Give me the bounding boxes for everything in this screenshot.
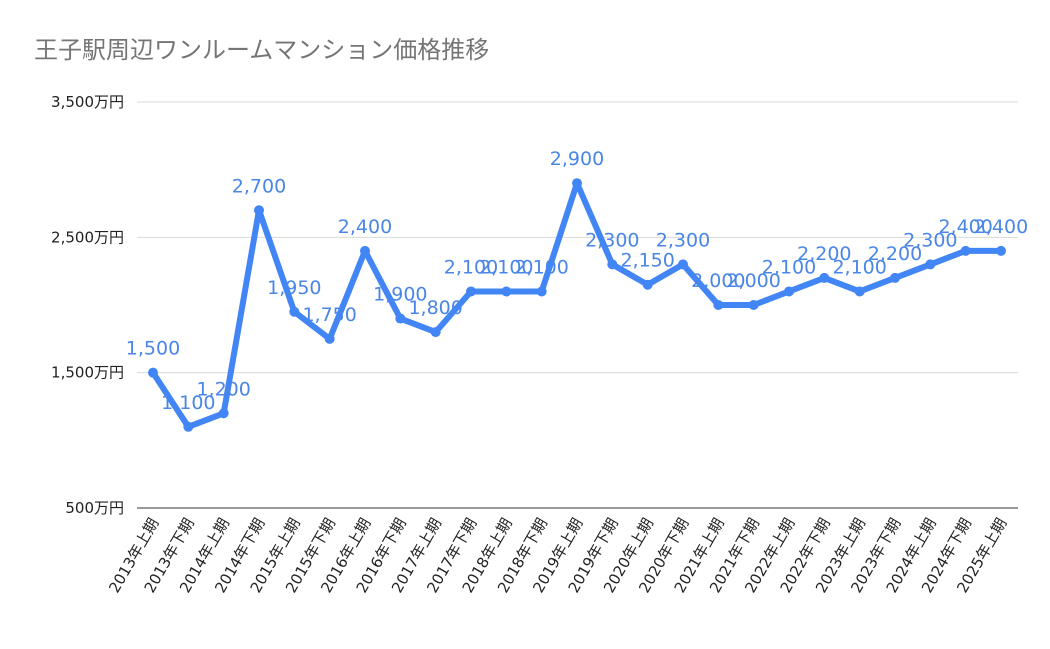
data-point [395,313,406,324]
data-point [466,286,476,297]
data-point [748,300,759,310]
data-point [890,272,900,283]
data-label: 1,100 [161,392,215,414]
data-label: 2,200 [868,243,922,265]
data-label: 2,200 [797,243,851,265]
data-label: 1,950 [267,277,321,299]
data-point [854,286,865,297]
y-tick-label: 2,500万円 [51,228,124,246]
data-label: 2,150 [620,250,674,272]
data-label: 1,900 [373,284,427,306]
data-label: 2,300 [656,229,710,251]
grid-lines [137,101,1018,509]
data-point [289,306,300,317]
data-point [960,245,971,256]
data-point [925,259,936,270]
data-point [324,333,335,344]
data-label: 2,100 [762,256,816,278]
data-label: 2,900 [550,148,604,170]
data-label: 2,100 [479,256,533,278]
data-point [536,286,547,297]
data-point [218,408,229,419]
series-line [150,180,1004,430]
data-label: 2,000 [726,270,780,292]
data-point [501,286,512,297]
y-tick-label: 500万円 [65,499,124,517]
data-label: 1,200 [196,378,250,400]
data-label: 2,400 [974,216,1028,238]
data-label: 2,000 [691,270,745,292]
data-label: 2,100 [514,256,568,278]
data-point [572,178,582,189]
data-label: 2,400 [938,216,992,238]
chart-title: 王子駅周辺ワンルームマンション価格推移 [34,36,490,64]
y-tick-label: 3,500万円 [51,93,124,111]
data-label: 2,100 [832,256,886,278]
data-label: 2,400 [338,216,392,238]
data-label: 2,300 [585,229,639,251]
data-point [607,259,618,270]
data-point [642,279,653,290]
data-point [254,205,264,216]
y-tick-label: 1,500万円 [51,364,124,382]
data-label: 2,700 [232,175,286,197]
data-point [678,259,688,270]
data-point [996,245,1006,256]
data-label: 1,750 [302,304,356,326]
data-label: 2,300 [903,229,957,251]
data-point [148,367,158,378]
data-point [183,421,194,432]
data-label: 1,800 [408,297,462,319]
data-point [784,286,794,297]
y-axis-ticks: 500万円 1,500万円 2,500万円 3,500万円 [51,93,124,517]
x-axis-ticks: 2013年上期2013年下期2014年上期2014年下期2015年上期2015年… [105,515,1010,596]
data-point [360,245,370,256]
data-label: 1,500 [126,338,180,360]
data-point [430,327,441,338]
series [148,178,1006,432]
data-point [713,300,724,310]
data-label: 2,100 [444,256,498,278]
data-point [819,272,830,283]
